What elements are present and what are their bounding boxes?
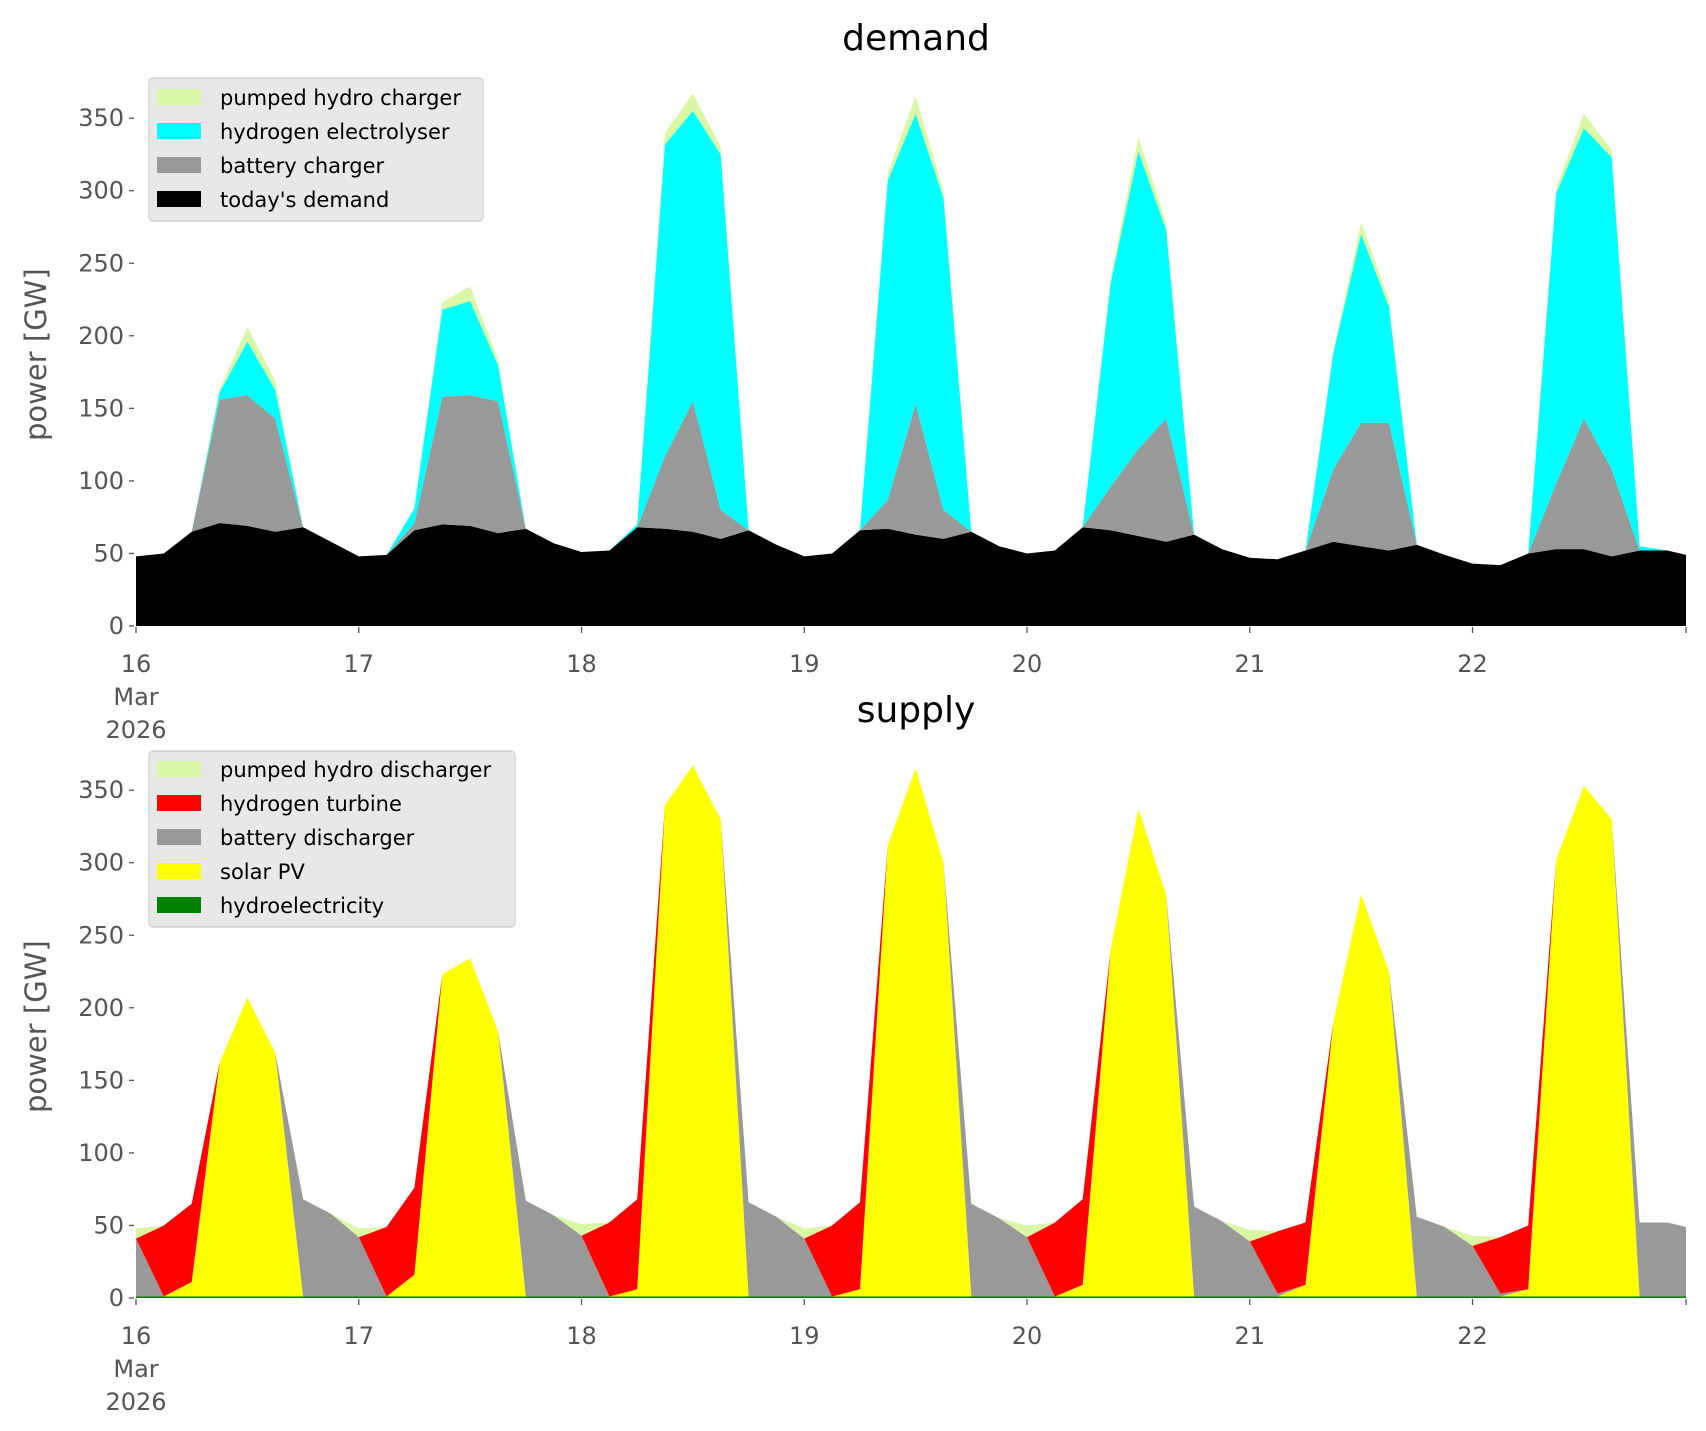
- y-tick-label: 250: [78, 249, 124, 277]
- demand-panel: demand power [GW] 0 50 100 150 200 250 300 350 16 M…: [19, 18, 1687, 744]
- legend-label-battery-charger: battery charger: [220, 154, 385, 178]
- y-tick-label: 200: [78, 322, 124, 350]
- x-tick-sublabel: Mar: [113, 683, 158, 711]
- x-tick-label: 18: [566, 650, 597, 678]
- legend-swatch-hydroelectricity: [157, 897, 201, 913]
- area-today-s-demand: [136, 523, 1686, 626]
- chart-title: supply: [857, 690, 976, 731]
- y-tick-label: 100: [78, 1139, 124, 1167]
- y-tick-label: 200: [78, 994, 124, 1022]
- x-tick-label: 22: [1457, 1322, 1488, 1350]
- y-tick-label: 100: [78, 467, 124, 495]
- legend-swatch-pumped-hydro-charger: [157, 89, 201, 105]
- legend-swatch-hydrogen-turbine: [157, 795, 201, 811]
- y-tick-label: 50: [93, 1211, 124, 1239]
- legend-label-pumped-hydro-charger: pumped hydro charger: [220, 86, 461, 110]
- area-battery-charger: [136, 395, 1686, 566]
- legend-label-hydroelectricity: hydroelectricity: [220, 894, 384, 918]
- x-tick-label: 22: [1457, 650, 1488, 678]
- area-hydrogen-turbine: [136, 765, 1686, 1297]
- x-tick-sublabel: Mar: [113, 1355, 158, 1383]
- x-tick-sublabel: 2026: [105, 1388, 166, 1416]
- x-tick-label: 17: [343, 650, 374, 678]
- legend-swatch-battery-charger: [157, 157, 201, 173]
- legend-label-battery-discharger: battery discharger: [220, 826, 415, 850]
- y-tick-label: 150: [78, 1066, 124, 1094]
- legend: pumped hydro charger hydrogen electrolyse…: [148, 77, 484, 222]
- area-hydrogen-electrolyser: [136, 110, 1686, 566]
- y-tick-label: 350: [78, 776, 124, 804]
- x-tick-sublabel: 2026: [105, 716, 166, 744]
- legend-box: [148, 750, 516, 928]
- x-tick-label: 16: [121, 1322, 152, 1350]
- y-tick-label: 0: [109, 612, 124, 640]
- legend-swatch-today-s-demand: [157, 191, 201, 207]
- chart-title: demand: [842, 18, 990, 59]
- legend-swatch-pumped-hydro-discharger: [157, 761, 201, 777]
- legend-swatch-battery-discharger: [157, 829, 201, 845]
- x-tick-label: 20: [1012, 650, 1043, 678]
- x-tick-label: 21: [1234, 1322, 1265, 1350]
- y-tick-label: 300: [78, 849, 124, 877]
- x-tick-label: 20: [1012, 1322, 1043, 1350]
- x-tick-label: 21: [1234, 650, 1265, 678]
- legend-swatch-solar-pv: [157, 863, 201, 879]
- y-tick-label: 250: [78, 921, 124, 949]
- y-tick-label: 300: [78, 177, 124, 205]
- x-tick-label: 16: [121, 650, 152, 678]
- legend-label-pumped-hydro-discharger: pumped hydro discharger: [220, 758, 491, 782]
- legend-label-hydrogen-electrolyser: hydrogen electrolyser: [220, 120, 450, 144]
- legend-swatch-hydrogen-electrolyser: [157, 123, 201, 139]
- y-tick-label: 350: [78, 104, 124, 132]
- legend-label-hydrogen-turbine: hydrogen turbine: [220, 792, 402, 816]
- legend-label-today-s-demand: today's demand: [220, 188, 389, 212]
- y-axis-label: power [GW]: [19, 940, 53, 1113]
- legend: pumped hydro discharger hydrogen turbine b…: [148, 750, 516, 928]
- legend-box: [148, 77, 484, 222]
- x-tick-label: 19: [789, 650, 820, 678]
- y-tick-label: 150: [78, 394, 124, 422]
- area-solar-pv: [136, 765, 1686, 1297]
- x-tick-label: 17: [343, 1322, 374, 1350]
- x-tick-label: 19: [789, 1322, 820, 1350]
- y-tick-label: 50: [93, 539, 124, 567]
- y-tick-label: 0: [109, 1284, 124, 1312]
- legend-label-solar-pv: solar PV: [220, 860, 305, 884]
- y-axis-label: power [GW]: [19, 268, 53, 441]
- x-tick-label: 18: [566, 1322, 597, 1350]
- supply-panel: supply power [GW] 0 50 100 150 200 250 300 350 16 M…: [19, 690, 1687, 1416]
- area-hydroelectricity: [136, 1296, 1686, 1298]
